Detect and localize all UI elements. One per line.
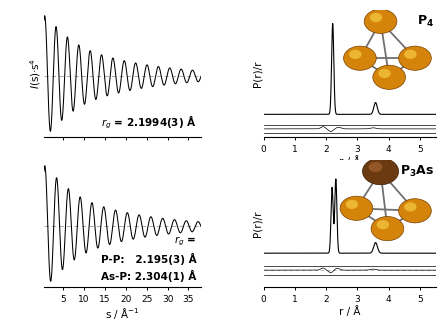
Circle shape — [363, 158, 399, 185]
Circle shape — [377, 220, 389, 229]
Circle shape — [404, 202, 417, 212]
Text: $\mathbf{P_3As}$: $\mathbf{P_3As}$ — [400, 164, 434, 179]
Circle shape — [404, 50, 417, 59]
Circle shape — [378, 69, 391, 78]
Circle shape — [344, 46, 376, 70]
Circle shape — [349, 50, 362, 59]
Y-axis label: P(r)/r: P(r)/r — [252, 210, 262, 237]
Circle shape — [340, 196, 373, 220]
X-axis label: s / Å$^{-1}$: s / Å$^{-1}$ — [105, 306, 140, 321]
Text: $\it{r}$$_g$ =
P-P:   2.195(3) Å
As-P: 2.304(1) Å: $\it{r}$$_g$ = P-P: 2.195(3) Å As-P: 2.3… — [101, 234, 196, 282]
Circle shape — [371, 216, 404, 241]
Circle shape — [399, 46, 431, 70]
Circle shape — [346, 200, 358, 209]
Circle shape — [370, 13, 382, 22]
Circle shape — [399, 199, 431, 223]
X-axis label: r / Å: r / Å — [339, 306, 360, 317]
Text: $\mathbf{P_4}$: $\mathbf{P_4}$ — [417, 14, 434, 29]
Text: $\it{r}$$_g$ = 2.1994(3) Å: $\it{r}$$_g$ = 2.1994(3) Å — [101, 113, 196, 131]
Circle shape — [369, 162, 382, 172]
Circle shape — [364, 9, 397, 33]
Y-axis label: P(r)/r: P(r)/r — [252, 60, 262, 87]
Y-axis label: $\it{I}$(s)·s$^4$: $\it{I}$(s)·s$^4$ — [28, 58, 43, 89]
X-axis label: r / Å: r / Å — [339, 156, 360, 167]
Circle shape — [373, 65, 406, 89]
